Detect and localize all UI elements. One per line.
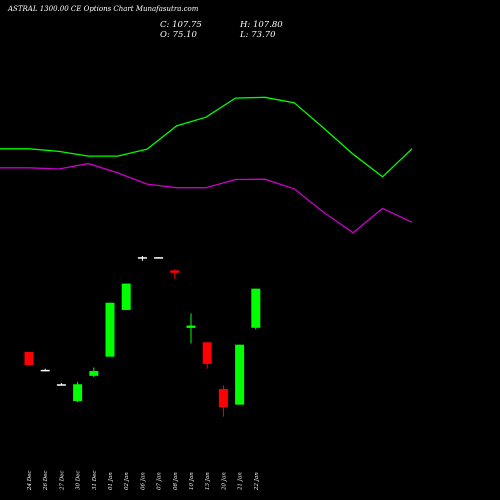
candle-body: [170, 270, 180, 273]
x-tick-label: 10 Jan: [189, 472, 195, 490]
x-tick-label: 13 Jan: [205, 472, 211, 490]
candle-body: [154, 257, 164, 259]
x-tick-label: 06 Jan: [140, 472, 146, 490]
x-tick-label: 07 Jan: [157, 472, 163, 490]
candle-body: [186, 325, 196, 328]
x-tick-label: 24 Dec: [27, 471, 33, 492]
candle-body: [202, 342, 212, 364]
candle-body: [24, 351, 34, 366]
high-value: H: 107.80: [240, 20, 283, 30]
indicator-line-1: [0, 96, 413, 178]
candle-body: [251, 288, 261, 328]
candle-body: [137, 257, 147, 259]
candle-body: [235, 344, 245, 405]
x-tick-label: 21 Jan: [238, 472, 244, 491]
chart-title: ASTRAL 1300.00 CE Options Chart Munafasu…: [8, 5, 199, 13]
x-tick-label: 22 Jan: [254, 472, 260, 491]
candle-body: [121, 283, 131, 310]
close-value: C: 107.75: [160, 20, 202, 30]
x-tick-label: 26 Dec: [43, 471, 49, 492]
x-tick-label: 01 Jan: [108, 472, 114, 490]
x-tick-label: 20 Jan: [221, 472, 227, 491]
open-value: O: 75.10: [160, 30, 197, 40]
x-tick-label: 27 Dec: [59, 471, 65, 492]
x-tick-label: 02 Jan: [124, 472, 130, 490]
x-tick-label: 31 Dec: [92, 471, 98, 491]
candle-body: [56, 384, 66, 386]
candle-body: [105, 302, 115, 357]
candle-body: [73, 384, 83, 402]
candle-body: [218, 389, 228, 408]
x-tick-label: 30 Dec: [76, 471, 82, 491]
candle-body: [89, 371, 99, 376]
indicator-line-2: [0, 162, 413, 234]
chart-header: ASTRAL 1300.00 CE Options Chart Munafasu…: [0, 0, 500, 44]
candle-body: [40, 369, 50, 372]
x-tick-label: 08 Jan: [173, 472, 179, 490]
low-value: L: 73.70: [240, 30, 276, 40]
